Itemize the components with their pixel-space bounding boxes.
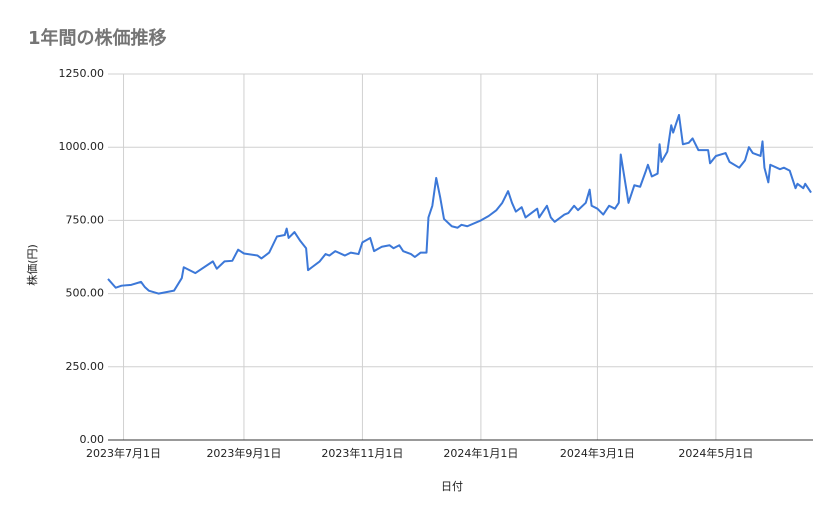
y-axis-title: 株価(円) bbox=[25, 244, 39, 286]
x-tick-label: 2024年3月1日 bbox=[560, 446, 635, 460]
chart-title: 1年間の株価推移 bbox=[28, 27, 167, 49]
y-tick-label: 750.00 bbox=[66, 213, 105, 226]
y-tick-label: 0.00 bbox=[80, 433, 105, 446]
y-tick-label: 1000.00 bbox=[59, 140, 105, 153]
y-tick-label: 500.00 bbox=[66, 287, 105, 300]
data-line bbox=[107, 113, 812, 295]
x-tick-label: 2023年7月1日 bbox=[86, 446, 161, 460]
y-tick-label: 250.00 bbox=[66, 360, 105, 373]
x-axis-title: 日付 bbox=[441, 480, 463, 493]
x-tick-label: 2024年1月1日 bbox=[443, 446, 518, 460]
x-tick-label: 2023年9月1日 bbox=[206, 446, 281, 460]
y-tick-label: 1250.00 bbox=[59, 67, 105, 80]
x-tick-label: 2023年11月1日 bbox=[321, 446, 403, 460]
x-tick-label: 2024年5月1日 bbox=[678, 446, 753, 460]
